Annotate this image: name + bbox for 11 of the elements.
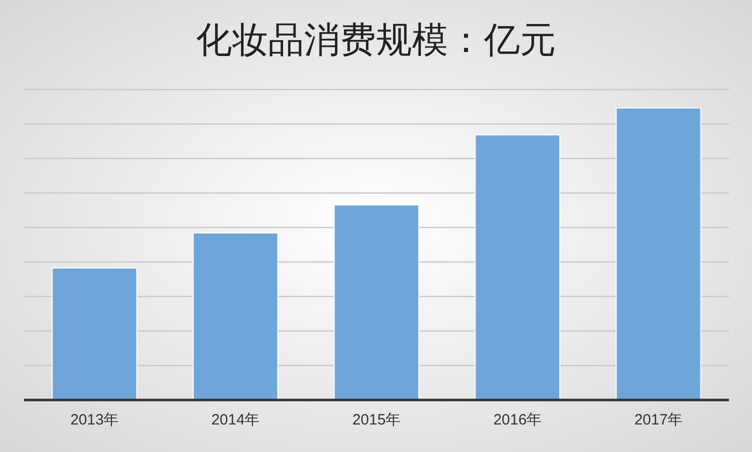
x-tick-label: 2016年 — [493, 412, 542, 429]
bar — [616, 108, 702, 400]
x-tick-label: 2017年 — [634, 412, 683, 429]
bar — [192, 232, 278, 400]
chart-title: 化妆品消费规模：亿元 — [196, 20, 556, 60]
x-tick-label: 2013年 — [70, 412, 119, 429]
x-tick-label: 2014年 — [211, 412, 260, 429]
bar — [474, 134, 560, 400]
bar — [52, 268, 138, 400]
bar — [334, 204, 420, 400]
x-tick-label: 2015年 — [352, 412, 401, 429]
